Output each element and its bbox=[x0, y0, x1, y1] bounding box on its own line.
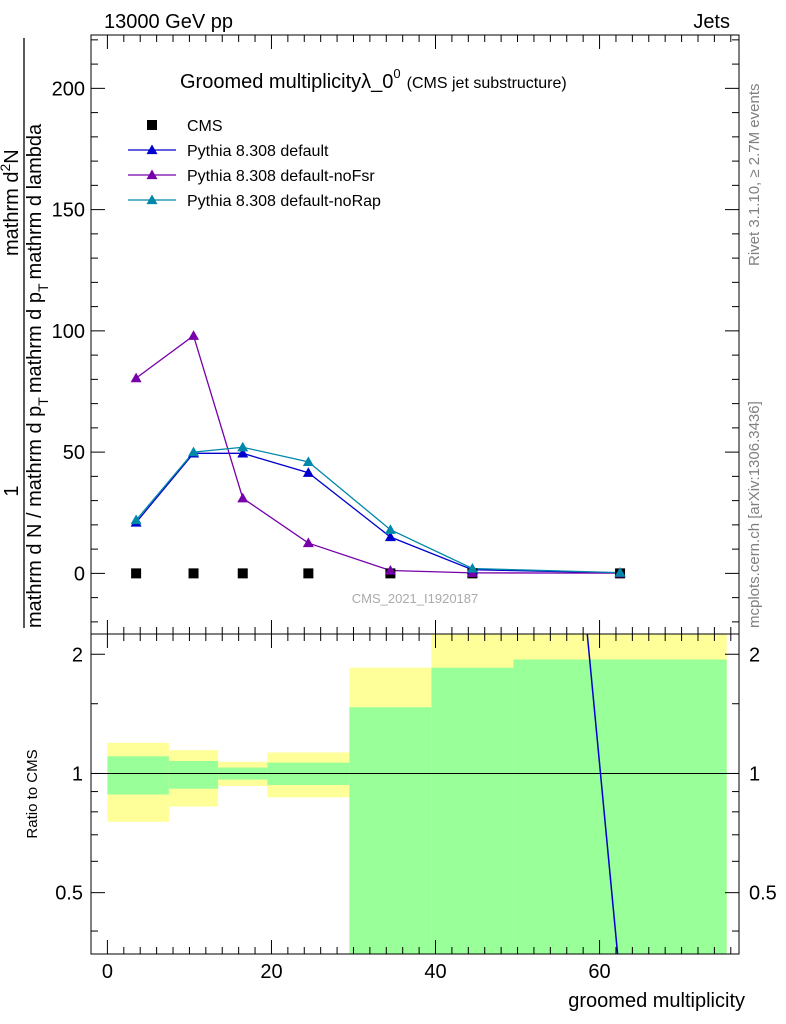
ylabel-num: mathrm d bbox=[1, 172, 23, 256]
x-tick-label: 20 bbox=[260, 961, 282, 983]
header-process-label: Jets bbox=[693, 11, 730, 33]
ratio-inner-band-6 bbox=[513, 659, 727, 954]
ratio-y-tick-label: 2 bbox=[72, 644, 83, 666]
x-tick-label: 40 bbox=[424, 961, 446, 983]
ylabel-num-sup: 2 bbox=[0, 164, 13, 172]
main-y-tick-label: 150 bbox=[52, 200, 85, 222]
x-axis-label: groomed multiplicity bbox=[568, 990, 745, 1012]
ylabel-num-tail: N bbox=[1, 149, 23, 163]
rivet-version-label: Rivet 3.1.10, ≥ 2.7M events bbox=[746, 84, 763, 267]
series-marker-2 bbox=[237, 492, 249, 503]
legend-entry-2: Pythia 8.308 default-noFsr bbox=[187, 168, 375, 185]
series-marker-2 bbox=[130, 372, 142, 383]
ratio-line-default bbox=[586, 633, 619, 955]
plot-title-sup: 0 bbox=[393, 66, 400, 81]
main-y-tick-label: 100 bbox=[52, 321, 85, 343]
cms-data-point bbox=[188, 568, 199, 579]
legend-entry-0: CMS bbox=[187, 118, 223, 135]
ratio-axis-ticks: 0.5 0.51 12 20 20 40 60 bbox=[55, 634, 777, 983]
ylabel-den-sub: T bbox=[35, 283, 51, 292]
legend-marker-cms bbox=[147, 120, 157, 130]
header-energy-label: 13000 GeV pp bbox=[104, 11, 233, 33]
series-marker-3 bbox=[384, 524, 396, 534]
ratio-series-lines bbox=[586, 633, 619, 955]
main-panel: 0 50 100 150 200 CMS_2021_I1920187 Groomed m… bbox=[52, 34, 740, 635]
main-y-tick-label: 50 bbox=[63, 442, 85, 464]
ratio-inner-band-5 bbox=[431, 667, 514, 954]
series-marker-1 bbox=[384, 531, 396, 542]
series-marker-3 bbox=[188, 446, 200, 457]
cms-data-point bbox=[303, 568, 314, 579]
legend: CMS Pythia 8.308 default Pythia 8.308 defa… bbox=[128, 118, 381, 210]
legend-marker-1 bbox=[146, 144, 158, 155]
main-axis-ticks: 0 50 100 150 200 bbox=[52, 35, 739, 634]
ratio-inner-band-0 bbox=[107, 756, 169, 795]
legend-marker-2 bbox=[146, 169, 158, 180]
ratio-y-tick-label-right: 1 bbox=[749, 763, 760, 785]
series-marker-2 bbox=[302, 537, 314, 548]
legend-entry-1: Pythia 8.308 default bbox=[187, 143, 329, 160]
ratio-y-axis-label: Ratio to CMS bbox=[24, 749, 41, 838]
ratio-panel: 0.5 0.51 12 20 20 40 60 Ratio to CMS groomed m… bbox=[24, 633, 777, 1012]
series-marker-3 bbox=[302, 456, 314, 466]
ratio-y-tick-label-right: 0.5 bbox=[749, 883, 777, 905]
series-marker-1 bbox=[237, 447, 249, 458]
cms-data-point bbox=[237, 568, 248, 579]
plot-title-main: Groomed multiplicityλ_0 bbox=[180, 71, 393, 93]
x-tick-label: 60 bbox=[588, 961, 610, 983]
plot-title-sub: (CMS jet substructure) bbox=[407, 75, 567, 92]
ylabel-prefix-den-sub: T bbox=[35, 397, 51, 406]
x-tick-label: 0 bbox=[102, 961, 113, 983]
series-marker-3 bbox=[130, 514, 142, 525]
main-y-tick-label: 0 bbox=[74, 563, 85, 585]
ylabel-prefix-den: mathrm d N / mathrm d p bbox=[24, 406, 46, 628]
ratio-y-tick-label-right: 2 bbox=[749, 644, 760, 666]
analysis-watermark: CMS_2021_I1920187 bbox=[352, 591, 479, 606]
series-marker-2 bbox=[384, 564, 396, 575]
ratio-inner-band-4 bbox=[349, 707, 432, 954]
ratio-uncertainty-bands bbox=[107, 634, 727, 954]
ylabel-denominator: mathrm d N / mathrm d pTmathrm d pTmathr… bbox=[24, 123, 51, 628]
cms-data-point bbox=[131, 568, 142, 579]
main-series bbox=[130, 330, 626, 579]
ylabel-numerator: mathrm d2N bbox=[0, 149, 23, 256]
series-line-1 bbox=[135, 452, 621, 574]
series-marker-1 bbox=[302, 467, 314, 477]
legend-marker-3 bbox=[146, 194, 158, 205]
ratio-frame bbox=[90, 633, 740, 955]
plot-title: Groomed multiplicityλ_00 (CMS jet substru… bbox=[180, 66, 567, 93]
main-y-axis-label: 1 mathrm d N / mathrm d pTmathrm d pTmat… bbox=[0, 38, 51, 628]
ratio-y-tick-label: 1 bbox=[72, 763, 83, 785]
series-marker-3 bbox=[614, 567, 626, 577]
ratio-inner-band-1 bbox=[168, 761, 219, 789]
series-line-3 bbox=[135, 446, 621, 574]
mcplots-reference-label: mcplots.cern.ch [arXiv:1306.3436] bbox=[746, 401, 763, 628]
ratio-y-tick-label: 0.5 bbox=[55, 883, 83, 905]
ylabel-prefix-numerator: 1 bbox=[1, 485, 23, 496]
series-marker-3 bbox=[237, 441, 249, 452]
series-marker-2 bbox=[188, 330, 200, 340]
series-marker-3 bbox=[466, 563, 478, 573]
ylabel-den: mathrm d p bbox=[24, 292, 46, 393]
legend-entry-3: Pythia 8.308 default-noRap bbox=[187, 193, 381, 210]
main-y-tick-label: 200 bbox=[52, 78, 85, 100]
series-line-2 bbox=[135, 334, 621, 574]
ylabel-den-tail: mathrm d lambda bbox=[24, 123, 46, 279]
